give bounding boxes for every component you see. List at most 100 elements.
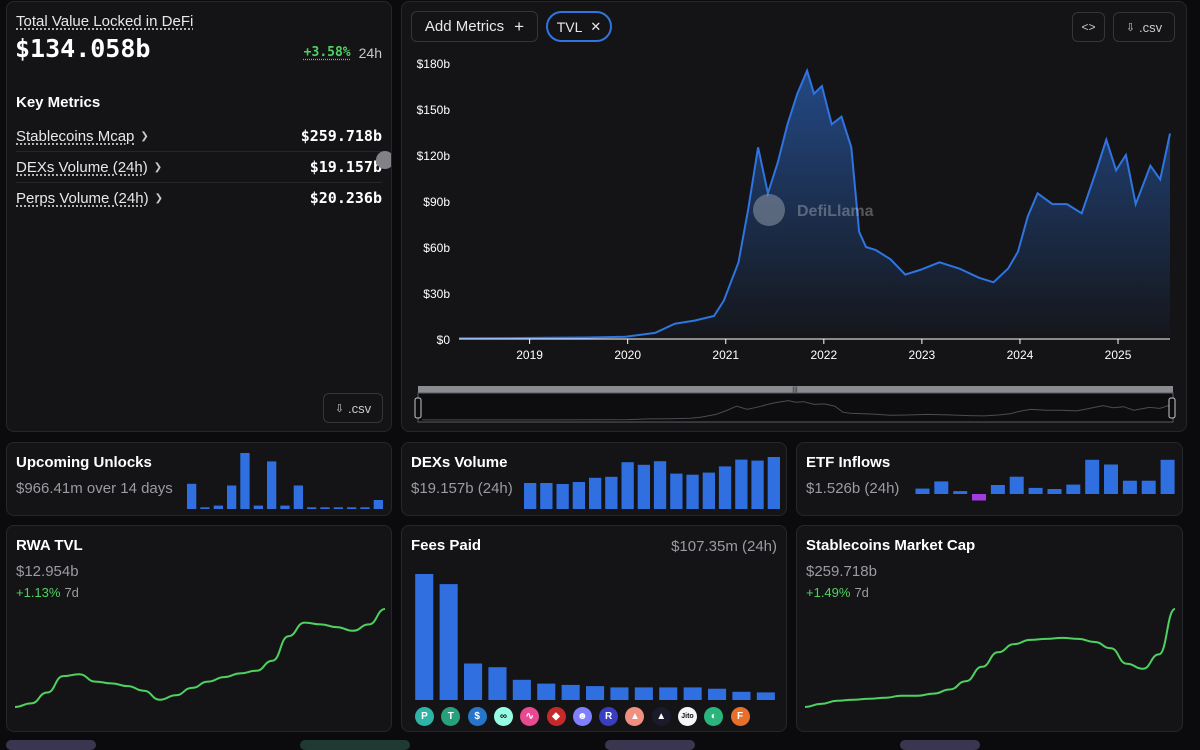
stablecoins-mcap-card[interactable]: Stablecoins Market Cap $259.718b +1.49% … [796,525,1183,732]
pumpfun-icon[interactable]: ∿ [520,707,540,726]
y-tick-label: $60b [423,241,450,255]
x-tick-label: 2024 [1007,348,1034,362]
rwa-change-period: 7d [64,585,79,600]
bar [572,482,585,509]
metric-row-dexs-volume[interactable]: DEXs Volume (24h) ❯ $19.157b [16,152,382,183]
rwa-change: +1.13% [16,585,61,600]
circle-icon[interactable]: $ [467,707,487,726]
bar [586,686,605,700]
jito-icon[interactable]: Jito [678,707,697,726]
bar [439,584,458,700]
tvl-chart-panel: Add Metrics + TVL ✕ <> ⇩ .csv $0 $30b $60b… [401,1,1187,432]
range-handle-right[interactable] [1168,397,1176,419]
aave-icon[interactable]: ▲ [651,707,671,726]
pill-icon[interactable]: ◐ [704,707,724,726]
next-row-card-edge [6,740,96,750]
stablecoins-change-period: 7d [854,585,869,600]
metric-label: Perps Volume (24h) [16,189,149,207]
bar [735,459,748,509]
range-handle-left[interactable] [414,397,422,419]
chart-csv-button[interactable]: ⇩ .csv [1113,12,1175,42]
bar [653,461,667,509]
bar [1141,480,1156,494]
bar [683,687,702,700]
uniswap-icon[interactable]: ☻ [572,707,592,726]
tvl-area-chart[interactable]: $0 $30b $60b $90b $120b $150b $180b 2019 2020 20… [402,2,1187,432]
tron-icon[interactable]: ◆ [546,707,566,726]
bar [360,507,370,509]
bar [213,505,223,509]
tvl-metric-chip[interactable]: TVL ✕ [546,11,612,42]
tether-icon[interactable]: T [441,707,461,726]
range-selector[interactable]: ||| [414,386,1176,423]
bar [610,687,629,700]
pancake-icon[interactable]: P [415,707,434,726]
svg-text:|||: ||| [792,387,798,394]
x-tick-label: 2022 [810,348,837,362]
scrollbar-thumb[interactable] [376,151,391,169]
chevron-down-icon: ❯ [154,192,163,204]
x-tick-label: 2019 [516,348,543,362]
bar [253,505,263,509]
tvl-title[interactable]: Total Value Locked in DeFi [16,13,194,30]
raydium-icon[interactable]: R [599,707,619,726]
metric-row-perps-volume[interactable]: Perps Volume (24h) ❯ $20.236b [16,183,382,213]
card-title: Upcoming Unlocks [16,454,152,471]
bar [556,484,569,509]
tvl-series-line [458,67,1171,340]
svg-text:DefiLlama: DefiLlama [797,203,874,220]
csv-download-button[interactable]: ⇩ .csv [323,393,383,423]
bar [488,667,507,700]
metric-value: $19.157b [309,158,382,176]
metric-value: $20.236b [309,189,382,207]
bar [347,507,357,509]
x-tick-label: 2025 [1105,348,1132,362]
tvl-value: $134.058b [15,34,151,63]
dexs-volume-card[interactable]: DEXs Volume $19.157b (24h) [401,442,787,516]
metric-label: Stablecoins Mcap [16,127,135,145]
y-tick-label: $0 [437,333,451,347]
metric-row-stablecoins[interactable]: Stablecoins Mcap ❯ $259.718b [16,121,382,152]
range-preview-line [422,400,1171,421]
bar [524,483,537,509]
bar [621,462,634,509]
bar [972,494,986,501]
bar [686,474,699,509]
bar [280,505,290,509]
upcoming-unlocks-card[interactable]: Upcoming Unlocks $966.41m over 14 days [6,442,392,516]
card-subtitle: $19.157b (24h) [411,480,513,497]
fees-paid-card[interactable]: Fees Paid $107.35m (24h) P T $ ∞ ∿ ◆ ☻ R ▲ ▲ Jito ◐… [401,525,787,732]
fox-icon[interactable]: F [730,707,750,726]
bar [512,679,531,700]
solana-icon[interactable]: ▲ [625,707,645,726]
bar [373,500,383,509]
bar [751,460,764,509]
bar [953,491,968,494]
sparkline-path [805,608,1175,708]
add-metrics-button[interactable]: Add Metrics + [411,11,538,42]
embed-button[interactable]: <> [1072,12,1105,42]
bar [670,473,683,509]
rwa-value: $12.954b [16,563,79,580]
close-icon[interactable]: ✕ [590,18,602,34]
bar [934,481,949,494]
bar [634,687,653,700]
x-tick-label: 2020 [614,348,641,362]
tvl-summary-panel: Total Value Locked in DeFi $134.058b +3.… [6,1,392,432]
bar [1009,476,1024,494]
bar [637,464,650,509]
bar [1047,489,1062,494]
etf-inflows-card[interactable]: ETF Inflows $1.526b (24h) [796,442,1183,516]
x-tick-label: 2023 [909,348,936,362]
tvl-change-period: 24h [358,45,382,61]
y-tick-label: $180b [417,57,451,71]
rwa-tvl-card[interactable]: RWA TVL $12.954b +1.13% 7d [6,525,392,732]
fees-value: $107.35m (24h) [671,538,777,555]
hyperliquid-icon[interactable]: ∞ [493,707,513,726]
bar [200,507,210,509]
bar [1066,484,1081,494]
tvl-change[interactable]: +3.58% [303,45,351,60]
bar [732,691,751,700]
bar [605,476,618,509]
chevron-down-icon: ❯ [153,161,163,173]
